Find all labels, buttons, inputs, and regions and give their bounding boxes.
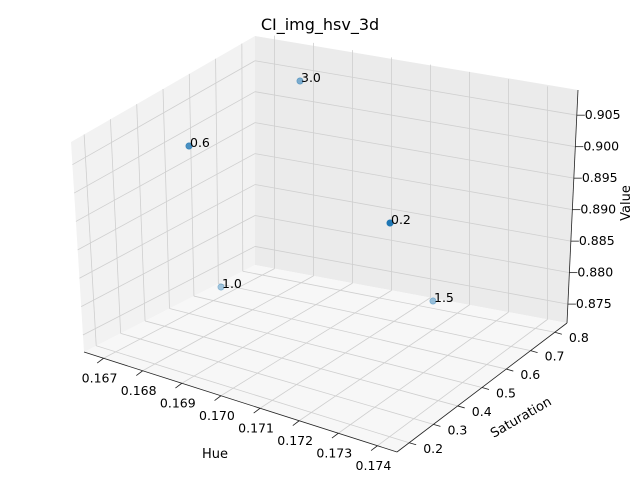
x-tick-mark bbox=[214, 395, 222, 401]
grid-line bbox=[81, 215, 256, 307]
y-tick-mark bbox=[506, 368, 514, 372]
x-tick-mark bbox=[253, 407, 261, 414]
x-tick-label: 0.170 bbox=[199, 408, 235, 423]
grid-lines bbox=[72, 35, 577, 447]
data-point bbox=[185, 142, 193, 150]
grid-line bbox=[162, 88, 170, 309]
y-tick-mark bbox=[457, 405, 465, 409]
x-axis-line bbox=[83, 351, 398, 453]
z-tick-label: 0.885 bbox=[579, 233, 615, 248]
y-tick-label: 0.4 bbox=[472, 404, 492, 419]
x-tick-mark bbox=[96, 357, 104, 364]
x-tick-label: 0.174 bbox=[356, 458, 392, 473]
x-tick-mark bbox=[370, 445, 378, 451]
x-tick-label: 0.171 bbox=[238, 420, 274, 435]
y-tick-label: 0.5 bbox=[496, 386, 516, 401]
grid-line bbox=[82, 246, 256, 336]
z-tick-label: 0.895 bbox=[582, 170, 618, 185]
x-axis-label: Hue bbox=[202, 447, 228, 462]
x-tick-label: 0.172 bbox=[277, 433, 313, 448]
floor-pane bbox=[84, 265, 567, 452]
z-axis-line bbox=[566, 89, 579, 324]
grid-line bbox=[169, 308, 483, 388]
data-label: 1.5 bbox=[434, 290, 454, 305]
x-tick-label: 0.167 bbox=[82, 370, 118, 385]
data-label: 1.0 bbox=[222, 276, 242, 291]
grid-line bbox=[241, 43, 244, 272]
grid-line bbox=[254, 60, 577, 116]
tick-marks bbox=[96, 114, 585, 451]
z-axis-label: Value bbox=[619, 185, 634, 221]
data-point bbox=[386, 219, 394, 227]
grid-line bbox=[188, 73, 195, 297]
y-tick-label: 0.8 bbox=[569, 330, 589, 345]
grid-line bbox=[242, 270, 555, 333]
grid-line bbox=[144, 320, 458, 407]
grid-line bbox=[218, 283, 531, 352]
grid-line bbox=[254, 184, 571, 242]
data-label: 0.2 bbox=[391, 212, 411, 227]
grid-line bbox=[136, 104, 146, 321]
data-point bbox=[217, 283, 225, 291]
data-label: 0.6 bbox=[190, 135, 210, 150]
axis-panes bbox=[71, 36, 578, 452]
x-tick-label: 0.173 bbox=[316, 445, 352, 460]
z-tick-label: 0.880 bbox=[577, 265, 613, 280]
grid-line bbox=[254, 122, 574, 179]
grid-line bbox=[79, 184, 256, 279]
y-tick-mark bbox=[481, 387, 490, 390]
z-tick-label: 0.900 bbox=[583, 139, 619, 154]
x-tick-mark bbox=[292, 420, 300, 426]
x-tick-mark bbox=[331, 432, 339, 439]
z-tick-label: 0.875 bbox=[576, 296, 612, 311]
grid-line bbox=[254, 91, 576, 148]
data-point bbox=[429, 297, 437, 305]
x-tick-label: 0.169 bbox=[160, 395, 196, 410]
y-tick-label: 0.3 bbox=[447, 422, 467, 437]
grid-line bbox=[83, 134, 97, 346]
grid-line bbox=[193, 295, 507, 370]
y-tick-mark bbox=[409, 442, 417, 446]
grid-line bbox=[75, 122, 256, 222]
x-tick-mark bbox=[175, 382, 183, 389]
grid-line bbox=[72, 60, 256, 166]
chart-title: CI_img_hsv_3d bbox=[261, 15, 379, 35]
grid-line bbox=[254, 215, 570, 274]
grid-line bbox=[96, 345, 410, 444]
grid-line bbox=[254, 153, 573, 211]
grid-line bbox=[120, 332, 434, 425]
y-tick-label: 0.7 bbox=[545, 349, 565, 364]
x-tick-label: 0.168 bbox=[121, 383, 157, 398]
grid-line bbox=[77, 153, 256, 251]
y-axis-label: Saturation bbox=[488, 395, 554, 442]
grid-line bbox=[254, 246, 568, 305]
z-tick-label: 0.905 bbox=[585, 107, 621, 122]
y-tick-label: 0.2 bbox=[423, 441, 443, 456]
x-tick-mark bbox=[136, 370, 143, 376]
left-pane bbox=[71, 36, 255, 352]
data-points: 3.0 0.6 0.2 1.0 1.5 bbox=[185, 70, 454, 305]
y-tick-mark bbox=[530, 350, 538, 354]
back-pane bbox=[255, 36, 578, 323]
data-point bbox=[296, 77, 304, 85]
y-tick-mark bbox=[433, 423, 441, 427]
grid-line bbox=[110, 119, 122, 334]
y-tick-label: 0.6 bbox=[520, 367, 540, 382]
data-label: 3.0 bbox=[301, 70, 321, 85]
grid-line bbox=[215, 58, 219, 284]
z-tick-label: 0.890 bbox=[580, 202, 616, 217]
grid-line bbox=[73, 91, 256, 194]
y-tick-mark bbox=[554, 331, 562, 335]
